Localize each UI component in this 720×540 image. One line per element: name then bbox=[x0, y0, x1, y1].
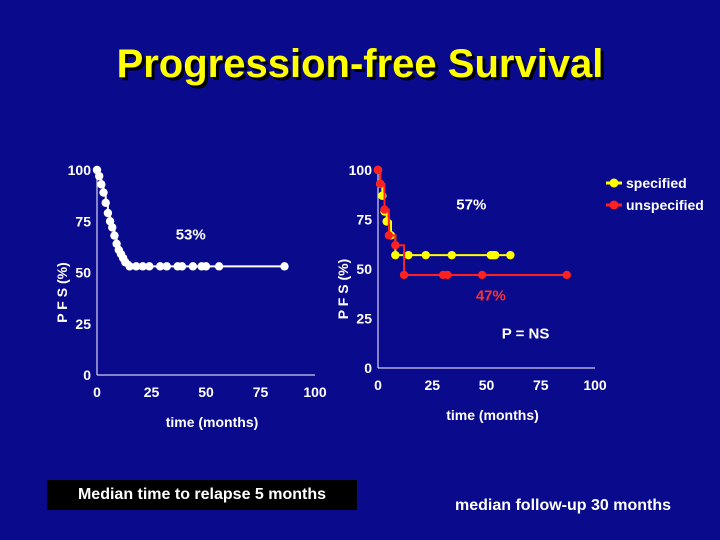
chart1-y-tick-label: 75 bbox=[75, 213, 91, 229]
median-relapse-text: Median time to relapse 5 months bbox=[77, 486, 327, 503]
chart1-series-1-point bbox=[280, 262, 289, 271]
chart1-series-1-point bbox=[94, 171, 104, 181]
chart2-x-tick-label: 25 bbox=[424, 377, 440, 393]
chart2-series-1-point bbox=[421, 250, 430, 260]
chart2-series-1-point bbox=[490, 250, 500, 260]
chart2-legend-label: unspecified bbox=[626, 197, 704, 213]
chart1-series-1-point bbox=[132, 262, 141, 271]
chart1-y-tick-label: 50 bbox=[75, 265, 91, 281]
chart2-series-2-point bbox=[391, 241, 400, 250]
chart1-series-1-point bbox=[201, 262, 211, 271]
chart2-series-2-point bbox=[375, 179, 385, 189]
chart2-x-axis-label: time (months) bbox=[446, 407, 539, 423]
chart2-x-tick-label: 50 bbox=[479, 377, 495, 393]
chart2-legend-swatch-marker bbox=[609, 178, 619, 188]
chart2-legend-label: specified bbox=[626, 175, 687, 191]
chart2-annotation: 57% bbox=[456, 197, 486, 214]
chart1-series-1-point bbox=[188, 262, 198, 271]
chart1-annotation: 53% bbox=[176, 227, 206, 244]
median-followup-text: median follow-up 30 months bbox=[455, 497, 672, 514]
chart1-x-axis-label: time (months) bbox=[166, 414, 259, 430]
chart1-series-1-point bbox=[103, 208, 113, 218]
chart1-x-tick-label: 75 bbox=[253, 384, 269, 400]
chart2-series-2-point bbox=[477, 270, 487, 280]
chart2-y-axis-label: P F S (%) bbox=[335, 259, 351, 319]
chart2-y-tick-label: 100 bbox=[349, 162, 373, 178]
chart1-series-1-point bbox=[110, 231, 119, 240]
chart2-series-1-point bbox=[447, 250, 456, 260]
chart1-y-axis-label: P F S (%) bbox=[54, 262, 70, 322]
chart1-y-tick-label: 25 bbox=[75, 316, 91, 332]
chart2-y-tick-label: 0 bbox=[364, 360, 372, 376]
chart1-series-1-point bbox=[108, 223, 117, 232]
chart1-series-1-point bbox=[99, 188, 108, 197]
chart1-series-1-point bbox=[162, 262, 171, 271]
chart2-series-1-point bbox=[391, 250, 400, 260]
chart2-series-2-point bbox=[380, 205, 389, 214]
median-relapse-box: Median time to relapse 5 months bbox=[47, 480, 357, 510]
chart1-x-tick-label: 100 bbox=[303, 384, 327, 400]
chart2-series-2-point bbox=[562, 270, 571, 280]
chart1-series-1-point bbox=[138, 262, 147, 271]
chart2-series-2-point bbox=[399, 270, 409, 280]
chart2-x-tick-label: 100 bbox=[583, 377, 607, 393]
chart1-x-tick-label: 0 bbox=[93, 384, 101, 400]
chart1-series-1-point bbox=[125, 262, 134, 271]
chart1-x-tick-label: 25 bbox=[144, 384, 160, 400]
chart1-x-tick-label: 50 bbox=[198, 384, 214, 400]
chart2-series-1-point bbox=[404, 250, 413, 260]
chart1-series-1-line bbox=[97, 169, 285, 268]
chart1-y-tick-label: 100 bbox=[68, 162, 92, 178]
page-title: Progression-free Survival bbox=[116, 42, 604, 86]
chart1-series-1-point bbox=[145, 262, 154, 271]
chart1-series-1-point bbox=[101, 198, 110, 207]
chart1-series-1-point bbox=[156, 262, 165, 271]
chart1-series-1-point bbox=[177, 262, 187, 271]
chart2-series-2-point bbox=[373, 165, 383, 175]
chart1-series-1-point bbox=[97, 180, 106, 189]
chart2-y-tick-label: 50 bbox=[356, 261, 372, 277]
chart2-annotation: P = NS bbox=[502, 325, 550, 342]
chart2-series-1-point bbox=[506, 250, 515, 260]
chart2-annotation: 47% bbox=[476, 288, 506, 305]
chart2-x-tick-label: 0 bbox=[374, 377, 382, 393]
chart2-series-2-point bbox=[384, 231, 394, 240]
chart2-y-tick-label: 25 bbox=[356, 311, 372, 327]
chart1-y-tick-label: 0 bbox=[83, 367, 91, 383]
chart2-series-2-line bbox=[378, 169, 567, 276]
chart2-legend-swatch-marker bbox=[609, 200, 619, 210]
chart2-series-2-point bbox=[443, 270, 452, 280]
chart2-x-tick-label: 75 bbox=[533, 377, 549, 393]
chart2-y-tick-label: 75 bbox=[356, 212, 372, 228]
chart1-series-1-point bbox=[214, 262, 224, 271]
